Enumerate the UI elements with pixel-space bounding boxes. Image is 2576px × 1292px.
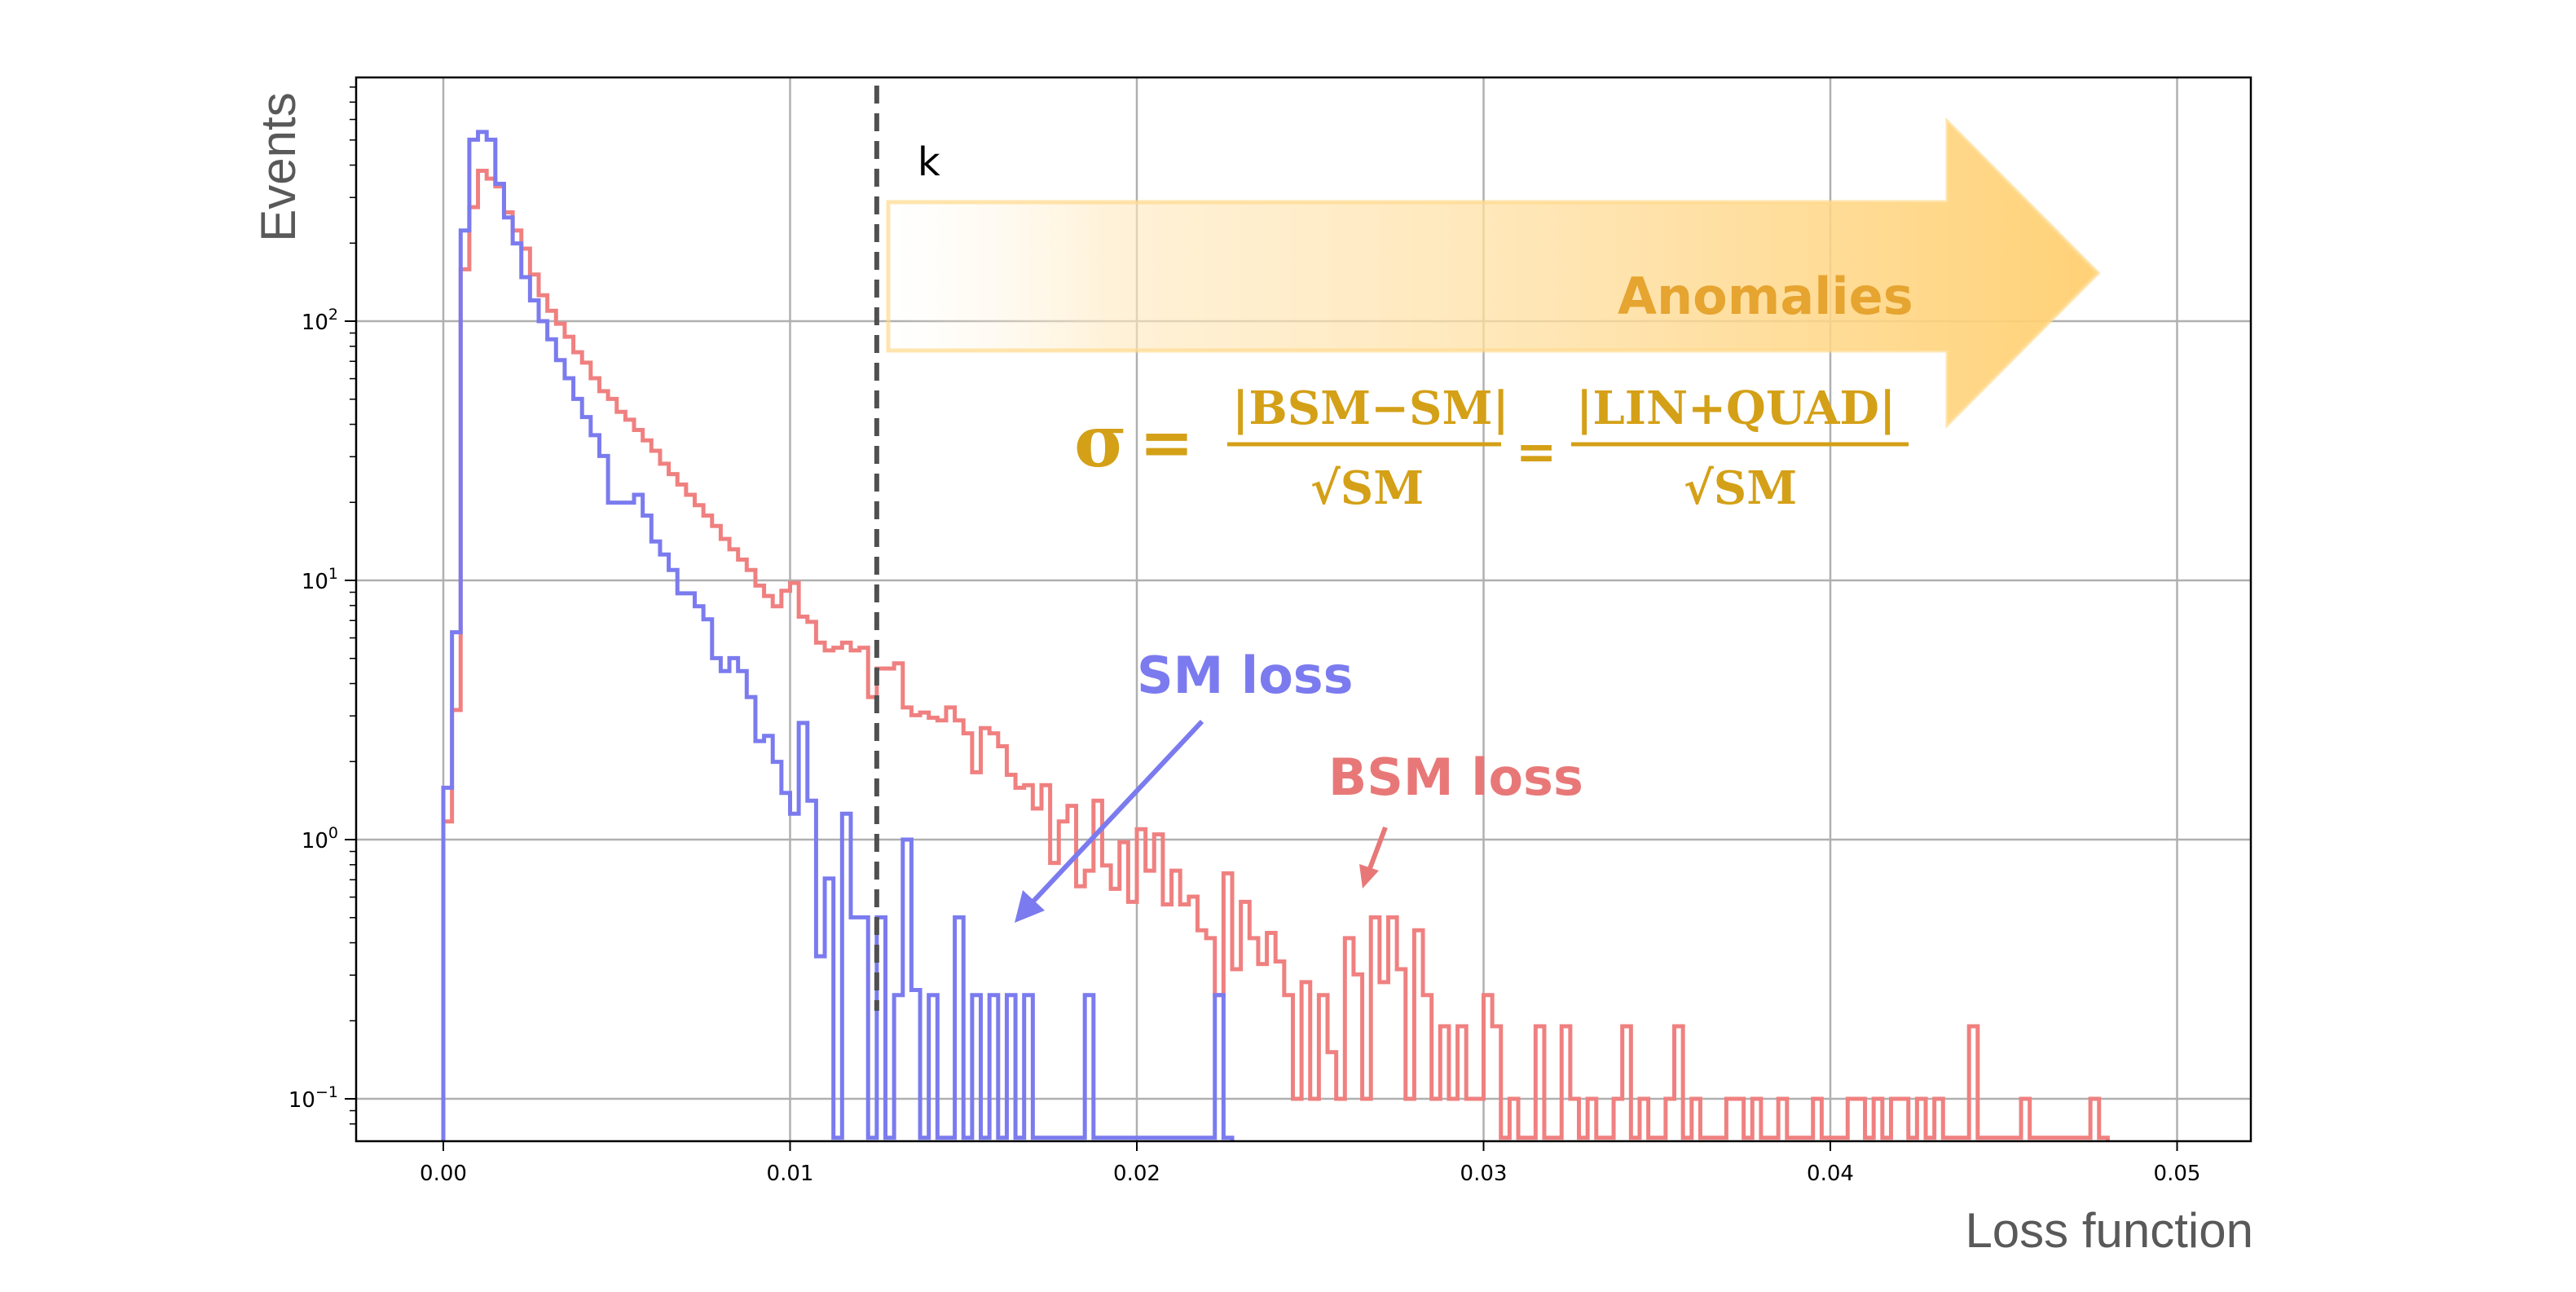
formula-equals-1: =	[1139, 403, 1194, 480]
x-tick-label: 0.03	[1460, 1162, 1508, 1186]
formula-sigma: σ	[1074, 399, 1127, 483]
sm-loss-histogram	[441, 130, 1235, 1141]
formula-denominator-2: √SM	[1684, 461, 1797, 515]
anomalies-label: Anomalies	[1618, 267, 1913, 326]
bsm-loss-arrow	[1359, 826, 1388, 889]
series-layer	[441, 130, 2110, 1141]
x-tick-label: 0.02	[1113, 1162, 1160, 1186]
x-tick-label: 0.00	[420, 1162, 467, 1186]
threshold-label: k	[918, 139, 940, 185]
sigma-formula: σ = |BSM−SM| √SM = |LIN+QUAD| √SM	[1074, 381, 1909, 515]
sm-loss-label: SM loss	[1137, 646, 1354, 705]
y-tick-labels: 10−1 100 101 102	[288, 86, 356, 1125]
formula-equals-2: =	[1516, 424, 1557, 481]
y-axis-title: Events	[251, 92, 306, 241]
x-tick-label: 0.04	[1807, 1162, 1854, 1186]
y-tick-label: 102	[302, 306, 338, 335]
x-tick-label: 0.05	[2154, 1162, 2201, 1186]
plot-frame	[354, 76, 2252, 1143]
x-tick-labels: 0.00 0.01 0.02 0.03 0.04 0.05	[420, 1141, 2200, 1186]
y-tick-label: 101	[302, 565, 338, 594]
anomalies-arrow: Anomalies	[886, 117, 2101, 430]
formula-numerator-1: |BSM−SM|	[1232, 381, 1509, 435]
formula-numerator-2: |LIN+QUAD|	[1576, 381, 1896, 435]
bsm-loss-label: BSM loss	[1328, 747, 1583, 807]
x-axis-title: Loss function	[1965, 1203, 2253, 1258]
y-tick-label: 10−1	[288, 1083, 338, 1113]
formula-denominator-1: √SM	[1310, 461, 1424, 515]
y-tick-label: 100	[302, 824, 338, 853]
x-tick-label: 0.01	[767, 1162, 814, 1186]
sm-loss-arrow	[1015, 719, 1204, 923]
